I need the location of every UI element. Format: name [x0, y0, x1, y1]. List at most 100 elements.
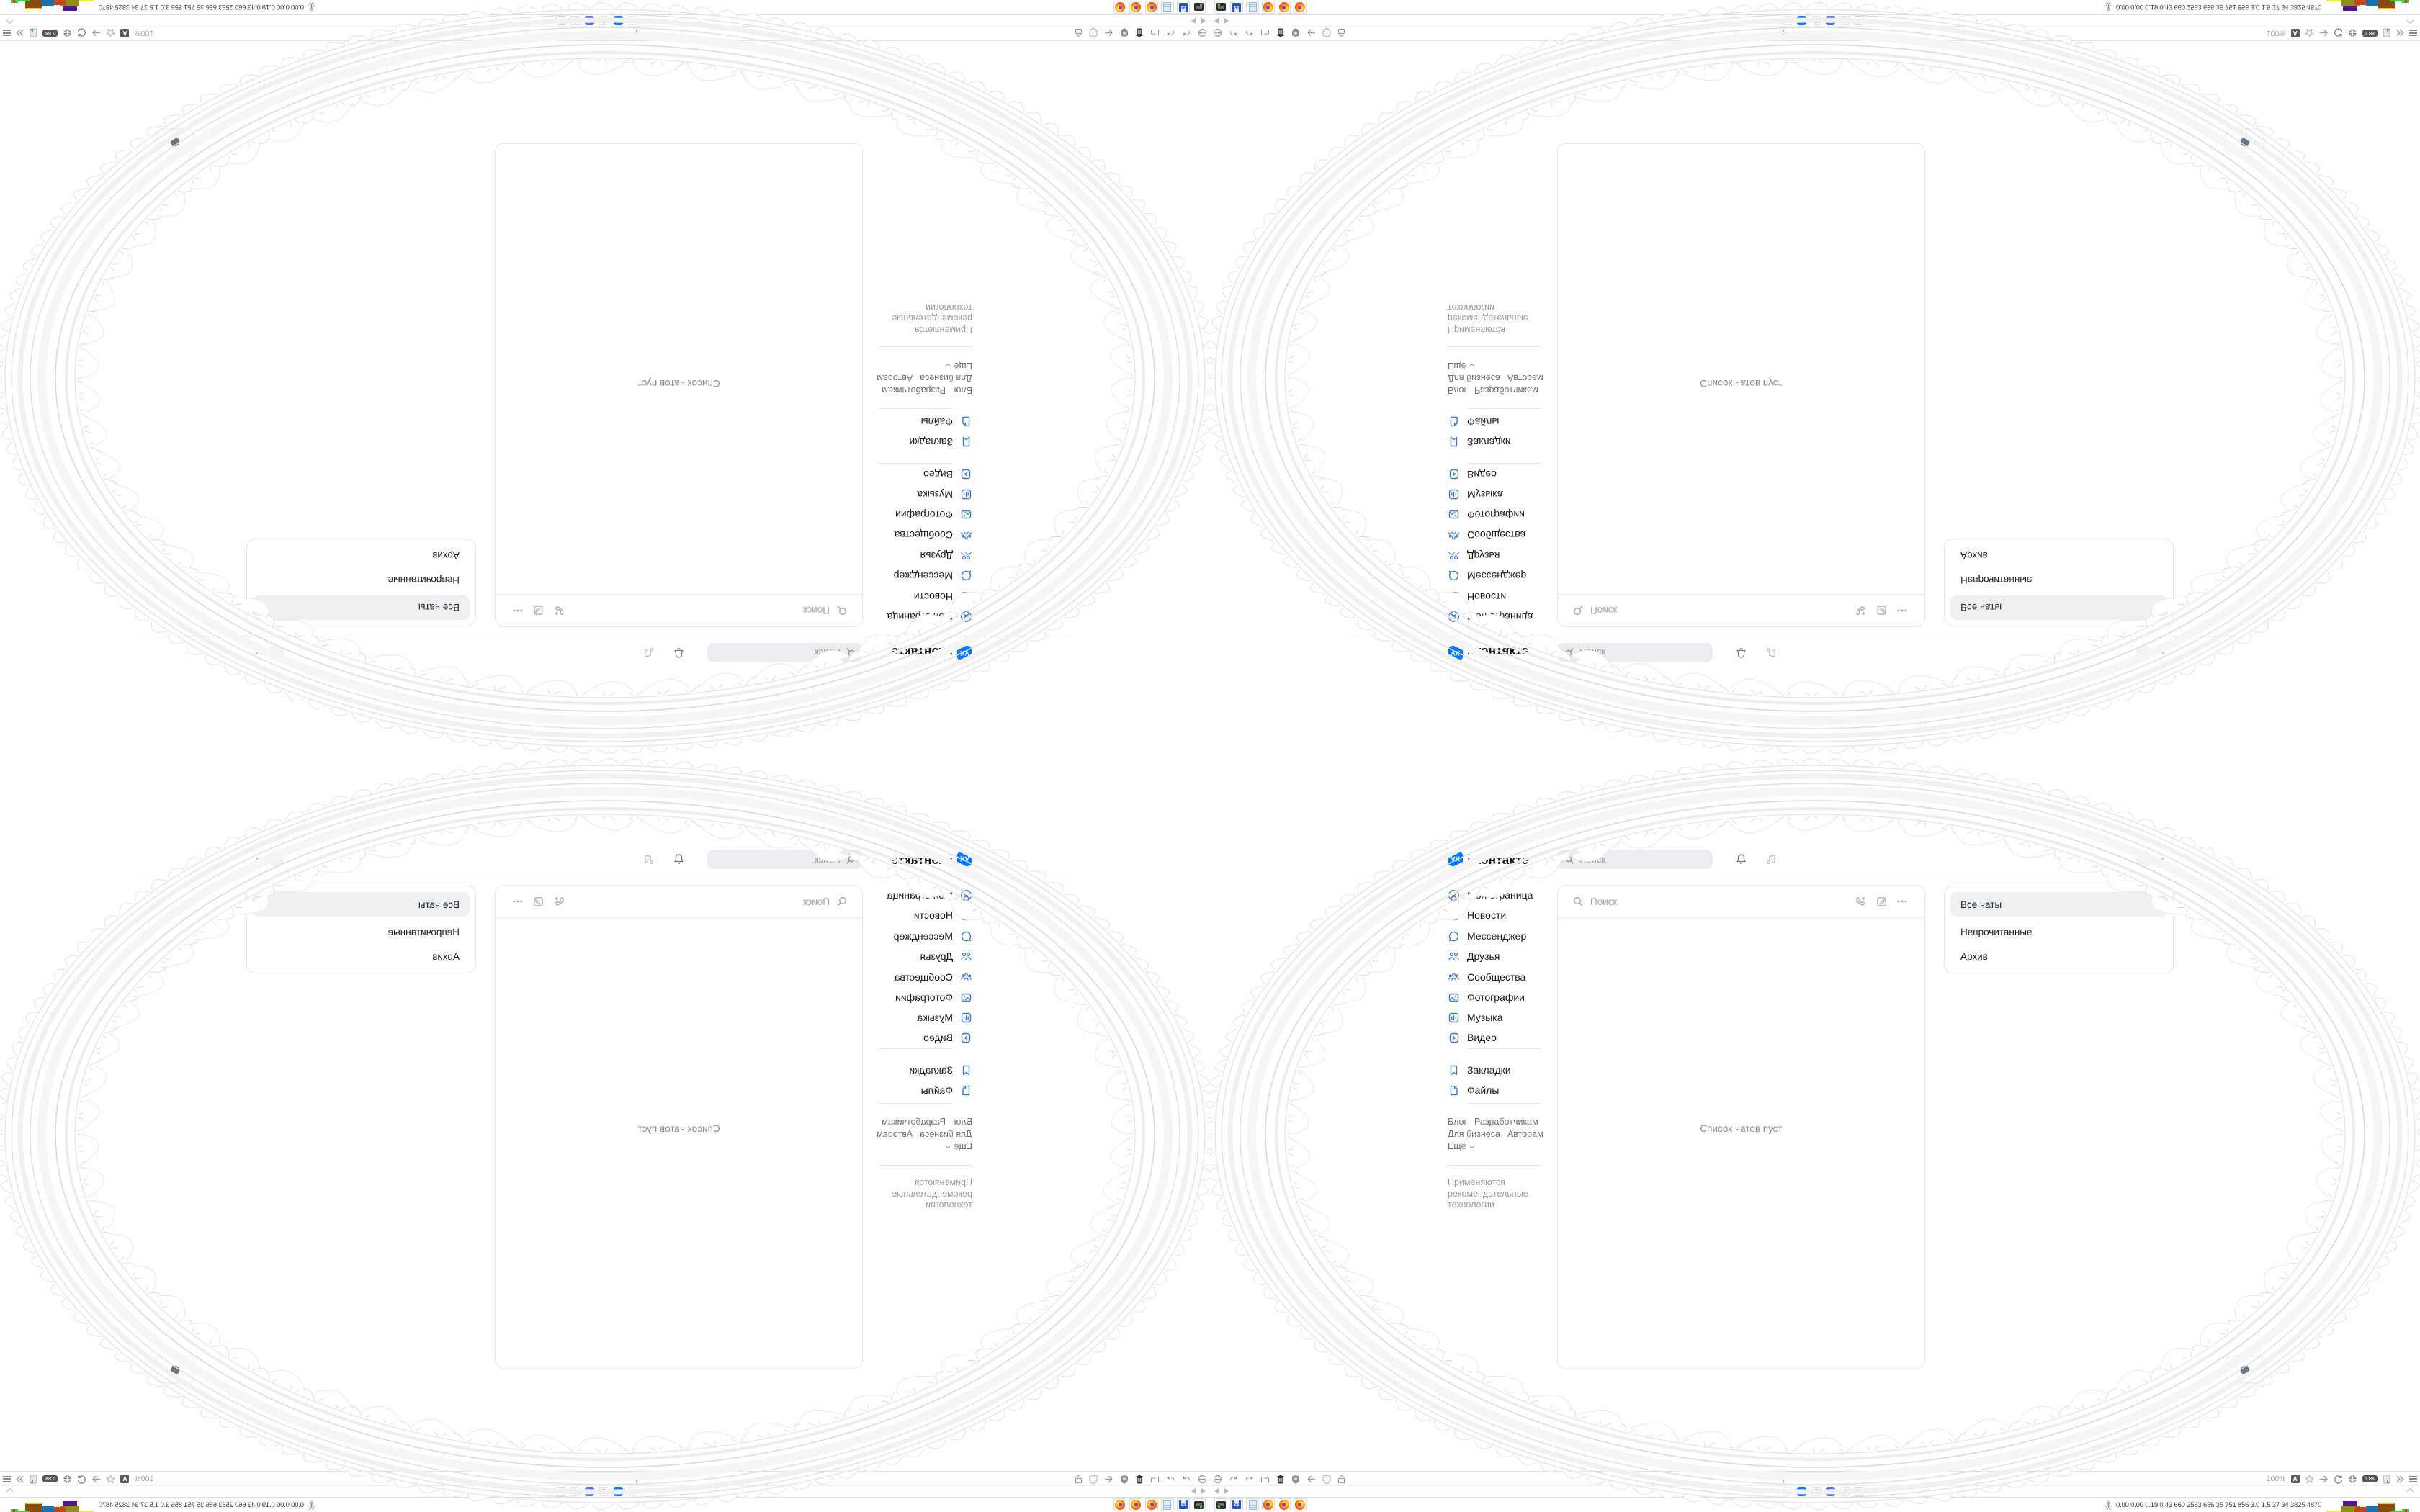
translate-icon[interactable]	[30, 29, 37, 38]
link-blog[interactable]: Блог	[952, 385, 972, 395]
header-search-input[interactable]: Поиск	[1557, 850, 1713, 869]
shield-icon[interactable]	[1089, 28, 1098, 38]
chat-search-input[interactable]: Поиск	[1590, 605, 1618, 616]
link-authors[interactable]: Авторам	[877, 373, 913, 383]
sidebar-item-friends[interactable]: Друзья	[1448, 948, 1500, 965]
sidebar-item-messenger[interactable]: Мессенджер	[1448, 927, 1526, 945]
vk-wordmark[interactable]: вконтакте	[891, 645, 953, 659]
globe-icon[interactable]	[1213, 1475, 1222, 1484]
tab-vk[interactable]: VK	[614, 16, 623, 25]
link-business[interactable]: Для бизнеса	[1448, 1129, 1500, 1139]
tab-chat[interactable]	[570, 1487, 580, 1496]
collapse-icon[interactable]	[2406, 1488, 2414, 1493]
redo-icon[interactable]	[1245, 1475, 1254, 1484]
globe-icon[interactable]	[1198, 1475, 1207, 1484]
chevron-down-icon[interactable]	[255, 856, 262, 862]
back-icon[interactable]	[1213, 1488, 1219, 1495]
menu-icon[interactable]	[2409, 1475, 2417, 1482]
compose-icon[interactable]	[1876, 605, 1888, 616]
zoom-level[interactable]: 100%	[134, 29, 154, 37]
back-icon[interactable]	[1201, 1488, 1207, 1495]
sidebar-item-files[interactable]: Файлы	[921, 1081, 972, 1099]
trash-icon[interactable]	[1276, 29, 1285, 38]
add-call-icon[interactable]	[1855, 896, 1867, 908]
filter-archive[interactable]: Архив	[432, 950, 460, 962]
translate-icon[interactable]	[2383, 29, 2390, 38]
sidebar-item-friends[interactable]: Друзья	[920, 547, 972, 564]
sidebar-item-news[interactable]: Новости	[914, 906, 972, 924]
globe-icon[interactable]	[1198, 29, 1207, 38]
firefox-icon[interactable]	[1262, 1, 1275, 14]
tab-chat[interactable]	[599, 16, 609, 25]
sidebar-item-photos[interactable]: Фотографии	[1448, 989, 1525, 1006]
tab-vk[interactable]: VK	[614, 1487, 623, 1496]
firefox-icon[interactable]	[1278, 1, 1291, 14]
firefox-icon[interactable]	[1113, 1498, 1126, 1511]
arrow-right-icon[interactable]	[2319, 30, 2329, 37]
sidebar-item-music[interactable]: Музыка	[1448, 486, 1503, 503]
font-size-icon[interactable]: A	[2290, 1475, 2300, 1483]
collapse-icon[interactable]	[6, 19, 14, 24]
overflow-icon[interactable]	[2396, 1475, 2404, 1483]
arrow-left-icon[interactable]	[1104, 1475, 1113, 1483]
tab-blank[interactable]	[1783, 1487, 1792, 1496]
sidebar-item-communities[interactable]: Сообщества	[1448, 968, 1525, 986]
counter-badge[interactable]: 6.8K	[2362, 30, 2378, 37]
translate-icon[interactable]	[30, 1475, 37, 1484]
link-blog[interactable]: Блог	[1448, 1117, 1468, 1127]
tab-chat-active[interactable]	[585, 1487, 594, 1496]
zoom-level[interactable]: 100%	[2266, 1475, 2286, 1483]
chat-search-input[interactable]: Поиск	[802, 605, 830, 616]
add-call-icon[interactable]	[553, 605, 565, 617]
sidebar-item-video[interactable]: Видео	[923, 1029, 972, 1046]
add-call-icon[interactable]	[553, 896, 565, 908]
sidebar-item-video[interactable]: Видео	[923, 466, 972, 483]
reload-icon[interactable]	[2334, 1475, 2343, 1484]
forward-icon[interactable]	[1190, 17, 1196, 24]
sidebar-item-my-page[interactable]: Моя страница	[887, 608, 972, 626]
sidebar-item-news[interactable]: Новости	[1448, 588, 1506, 606]
redo-icon[interactable]	[1166, 1475, 1175, 1484]
sidebar-item-bookmarks[interactable]: Закладки	[1448, 433, 1511, 451]
globe-icon[interactable]	[1213, 29, 1222, 38]
link-blog[interactable]: Блог	[1448, 385, 1468, 395]
chevron-down-icon[interactable]	[2158, 856, 2165, 862]
compose-icon[interactable]	[532, 896, 544, 907]
more-icon[interactable]	[1897, 900, 1907, 903]
reload-icon[interactable]	[77, 1475, 86, 1484]
firefox-icon[interactable]	[1294, 1498, 1307, 1511]
link-business[interactable]: Для бизнеса	[920, 1129, 972, 1139]
floating-app-badge[interactable]	[2226, 1356, 2264, 1383]
filter-all-chats[interactable]: Все чаты	[1950, 892, 2167, 917]
sidebar-item-news[interactable]: Новости	[914, 588, 972, 606]
forward-icon[interactable]	[1224, 1488, 1230, 1495]
sidebar-item-files[interactable]: Файлы	[921, 413, 972, 431]
menu-icon[interactable]	[3, 30, 11, 37]
firefox-icon[interactable]	[1145, 1, 1158, 14]
lock-icon[interactable]	[1337, 1475, 1345, 1484]
tab-vk-pale[interactable]: VK	[556, 1487, 565, 1496]
avatar[interactable]	[2136, 851, 2152, 867]
back-icon[interactable]	[1213, 17, 1219, 24]
sidebar-item-my-page[interactable]: Моя страница	[1448, 886, 1533, 904]
tab-chat[interactable]	[1840, 1487, 1850, 1496]
tab-vk[interactable]: VK	[1797, 1487, 1806, 1496]
header-search-input[interactable]: Поиск	[707, 643, 863, 662]
sidebar-item-news[interactable]: Новости	[1448, 906, 1506, 924]
forward-icon[interactable]	[1224, 17, 1230, 24]
tab-blank[interactable]	[628, 16, 637, 25]
bell-icon[interactable]	[1735, 853, 1747, 865]
star-icon[interactable]	[2305, 1475, 2314, 1484]
overflow-icon[interactable]	[16, 30, 24, 37]
notepad-icon[interactable]	[1161, 1, 1174, 14]
link-more[interactable]: Ещё	[871, 359, 972, 372]
chevron-down-icon[interactable]	[2158, 650, 2165, 656]
sidebar-item-files[interactable]: Файлы	[1448, 413, 1499, 431]
shield-icon[interactable]	[1089, 1474, 1098, 1484]
notepad-icon[interactable]	[1246, 1, 1259, 14]
avatar[interactable]	[2136, 645, 2152, 661]
redo-icon[interactable]	[1182, 29, 1191, 38]
font-size-icon[interactable]: A	[120, 1475, 130, 1483]
menu-icon[interactable]	[2409, 30, 2417, 37]
redo-icon[interactable]	[1229, 1475, 1238, 1484]
